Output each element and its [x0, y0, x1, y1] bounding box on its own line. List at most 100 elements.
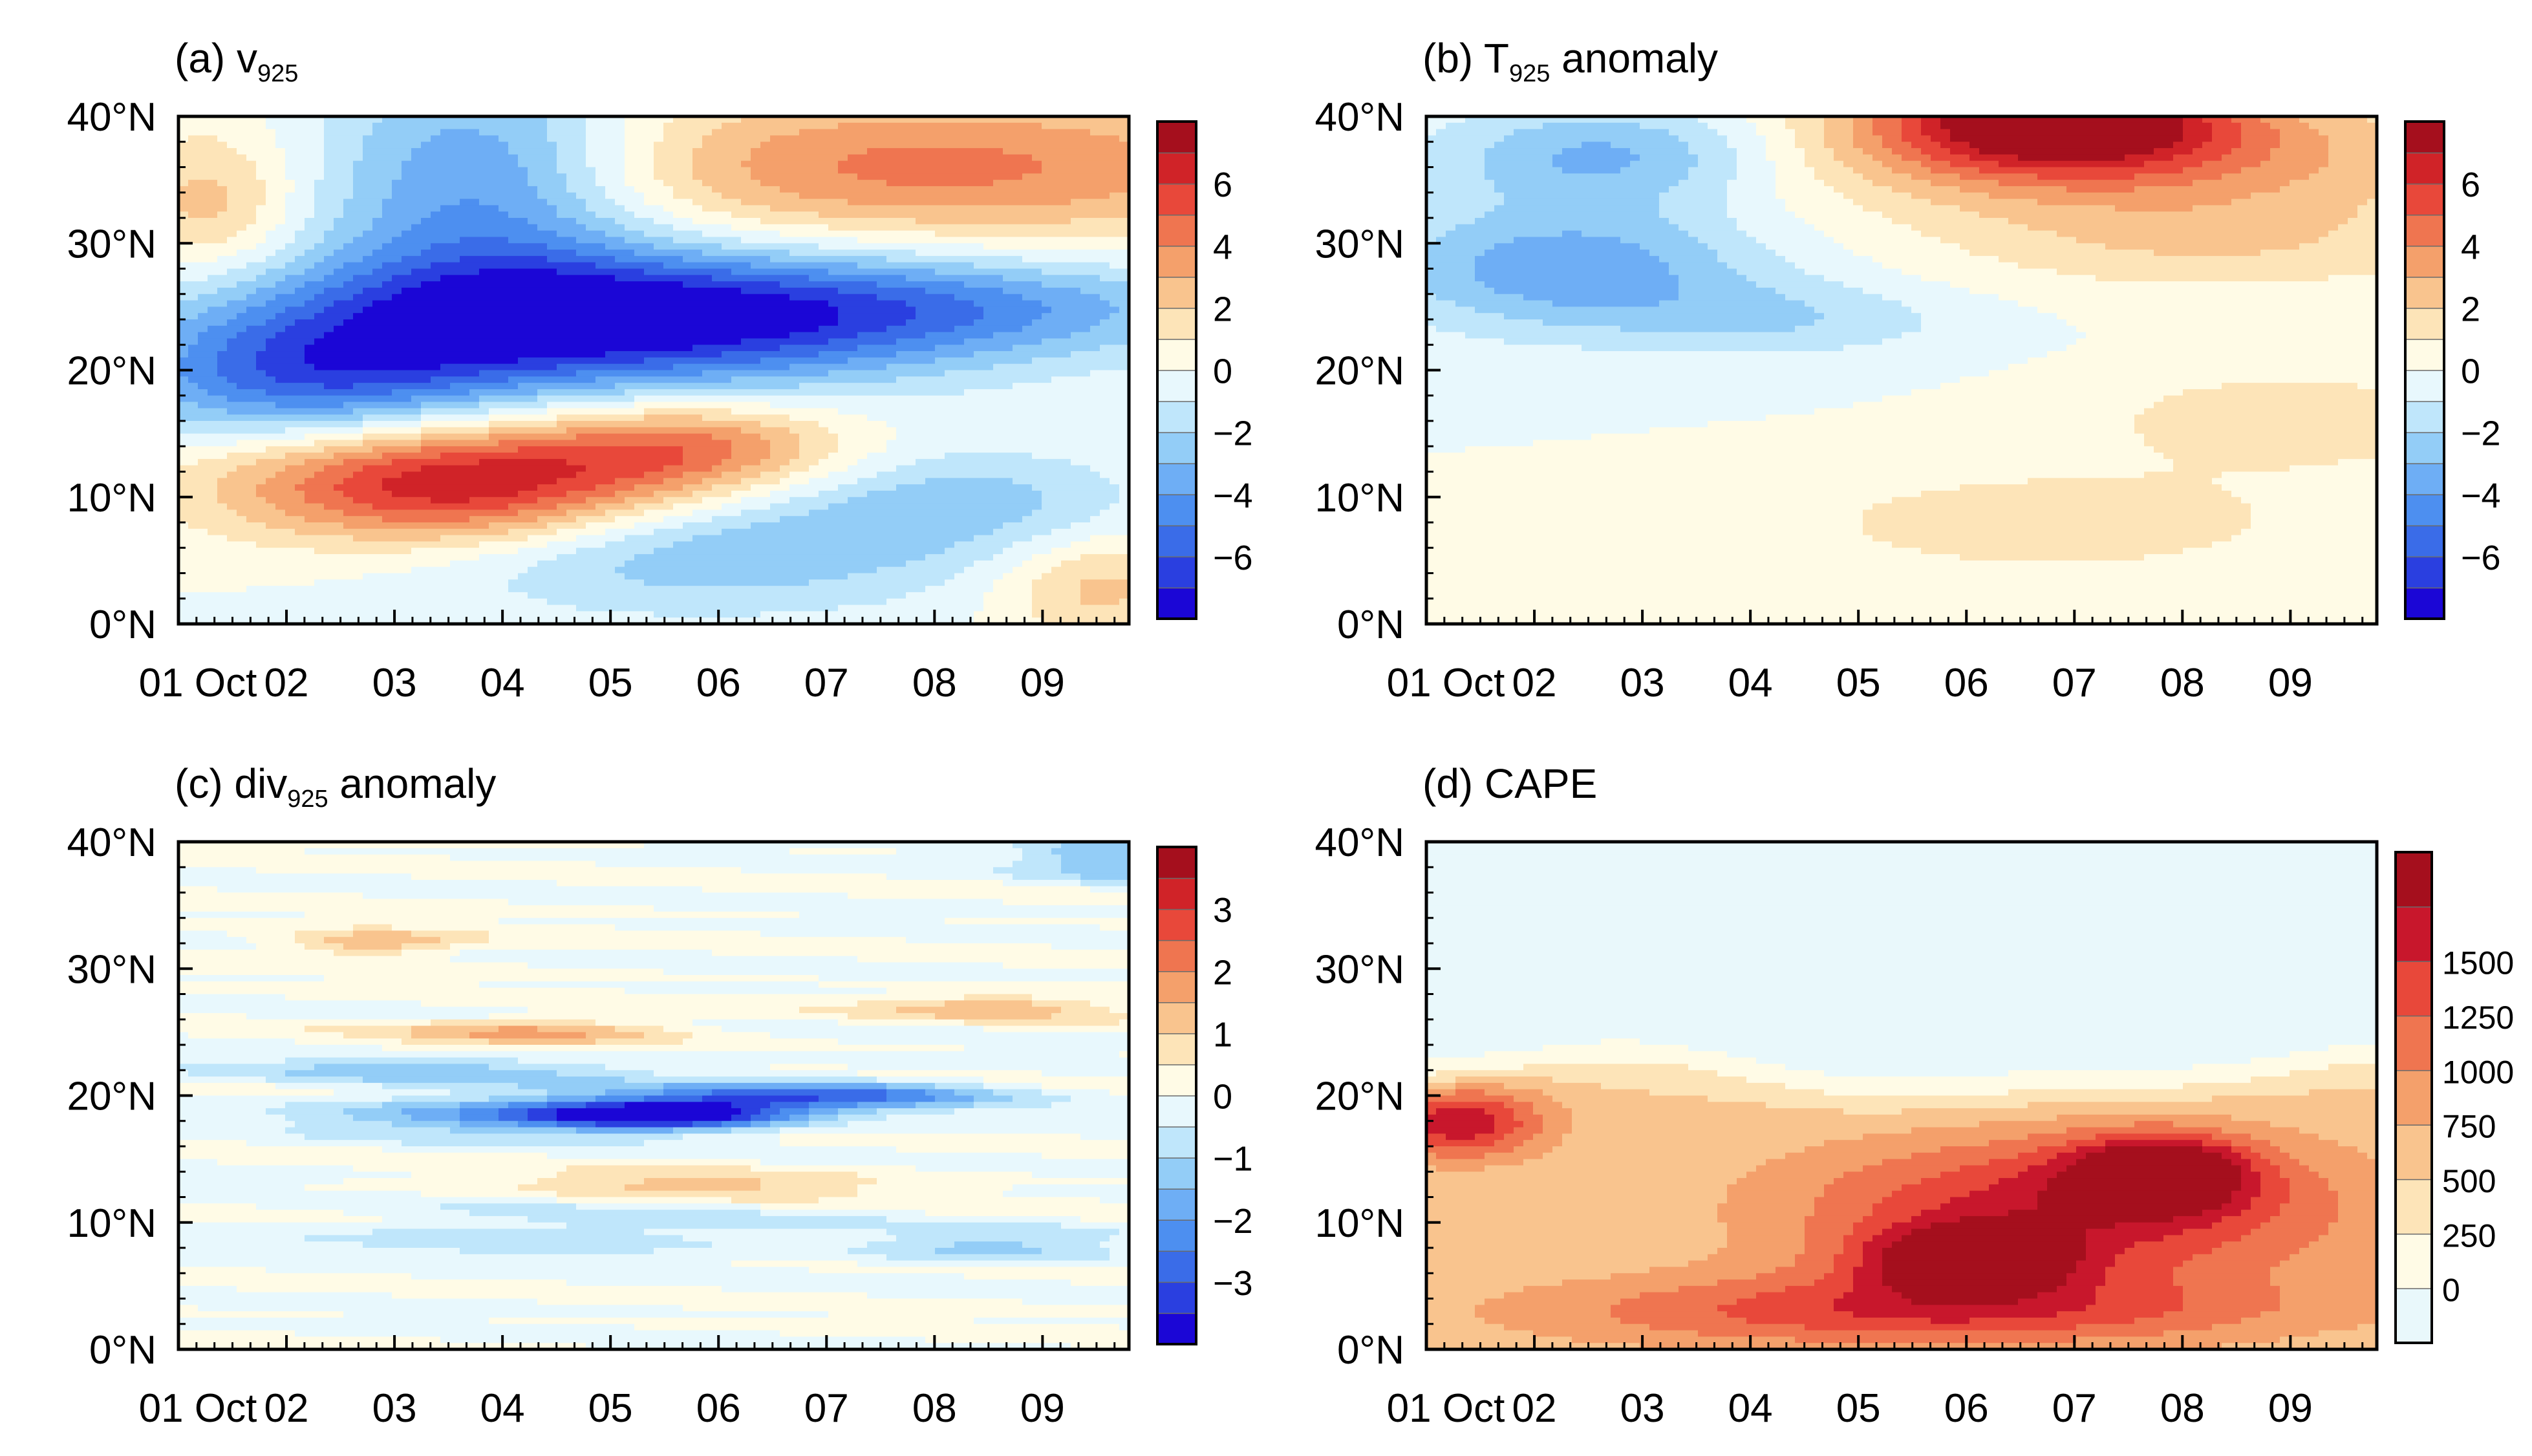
field-cell — [295, 294, 305, 301]
field-cell — [372, 135, 383, 143]
field-cell — [353, 224, 363, 231]
field-cell — [528, 516, 538, 523]
field-cell — [595, 192, 606, 200]
field-cell — [431, 357, 441, 365]
field-cell — [343, 313, 354, 320]
field-cell — [402, 218, 412, 225]
field-cell — [547, 471, 557, 479]
field-cell — [392, 528, 402, 536]
field-cell — [615, 605, 625, 612]
field-cell — [188, 167, 198, 175]
field-cell — [576, 497, 586, 504]
field-cell — [217, 160, 228, 168]
field-cell — [450, 548, 460, 555]
field-cell — [353, 503, 363, 511]
field-cell — [673, 129, 683, 136]
field-cell — [421, 478, 431, 485]
field-cell — [644, 224, 654, 231]
field-cell — [722, 275, 732, 282]
field-cell — [692, 566, 703, 574]
field-cell — [683, 617, 693, 624]
field-cell — [314, 446, 325, 453]
field-cell — [625, 198, 635, 206]
field-cell — [537, 370, 548, 378]
field-cell — [237, 345, 247, 352]
field-cell — [489, 446, 499, 453]
field-cell — [460, 275, 470, 282]
field-cell — [178, 198, 189, 206]
field-cell — [760, 357, 771, 365]
field-cell — [324, 509, 334, 517]
field-cell — [654, 332, 664, 339]
field-cell — [431, 554, 441, 561]
field-cell — [266, 160, 276, 168]
field-cell — [450, 421, 460, 428]
field-cell — [644, 465, 654, 473]
field-cell — [673, 116, 683, 123]
field-cell — [246, 250, 257, 257]
field-cell — [363, 268, 373, 276]
field-cell — [246, 573, 257, 581]
field-cell — [557, 357, 567, 365]
field-cell — [402, 440, 412, 447]
field-cell — [605, 351, 616, 358]
field-cell — [595, 497, 606, 504]
field-cell — [305, 560, 315, 568]
field-cell — [372, 560, 383, 568]
field-cell — [625, 573, 635, 581]
field-cell — [198, 497, 208, 504]
field-cell — [275, 478, 286, 485]
field-cell — [227, 363, 237, 371]
field-cell — [285, 497, 295, 504]
field-cell — [402, 116, 412, 123]
field-cell — [382, 198, 392, 206]
field-cell — [557, 617, 567, 624]
field-cell — [469, 554, 480, 561]
field-cell — [595, 262, 606, 270]
field-cell — [421, 586, 431, 593]
field-cell — [644, 192, 654, 200]
field-cell — [256, 319, 266, 327]
field-cell — [683, 395, 693, 403]
field-cell — [402, 250, 412, 257]
field-cell — [595, 573, 606, 581]
field-cell — [382, 306, 392, 314]
field-cell — [314, 186, 325, 193]
field-cell — [450, 332, 460, 339]
field-cell — [227, 579, 237, 586]
field-cell — [654, 294, 664, 301]
field-cell — [537, 351, 548, 358]
field-cell — [392, 243, 402, 250]
field-cell — [324, 598, 334, 606]
field-cell — [343, 465, 354, 473]
field-cell — [634, 255, 645, 263]
field-cell — [450, 440, 460, 447]
field-cell — [324, 173, 334, 180]
field-cell — [295, 611, 305, 618]
field-cell — [576, 205, 586, 212]
field-cell — [382, 345, 392, 352]
field-cell — [295, 129, 305, 136]
field-cell — [460, 230, 470, 238]
field-cell — [392, 490, 402, 498]
field-cell — [673, 522, 683, 530]
field-cell — [469, 548, 480, 555]
field-cell — [625, 509, 635, 517]
field-cell — [663, 180, 674, 187]
field-cell — [731, 383, 742, 390]
field-cell — [702, 262, 713, 270]
field-cell — [537, 414, 548, 422]
field-cell — [217, 224, 228, 231]
field-cell — [188, 332, 198, 339]
field-cell — [722, 237, 732, 244]
field-cell — [431, 198, 441, 206]
field-cell — [314, 255, 325, 263]
field-cell — [770, 490, 780, 498]
field-cell — [722, 440, 732, 447]
field-cell — [615, 395, 625, 403]
field-cell — [431, 528, 441, 536]
field-cell — [450, 528, 460, 536]
field-cell — [382, 300, 392, 308]
field-cell — [557, 287, 567, 295]
field-cell — [266, 230, 276, 238]
